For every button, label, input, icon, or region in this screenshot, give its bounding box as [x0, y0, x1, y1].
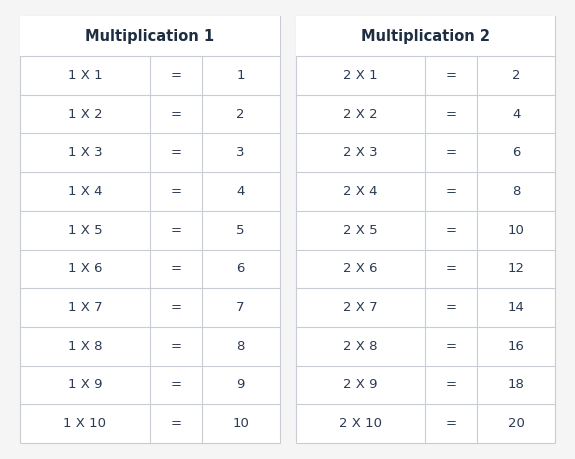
Text: 18: 18: [508, 379, 524, 392]
Text: 20: 20: [508, 417, 524, 430]
Text: 4: 4: [512, 107, 520, 121]
Text: 1 X 9: 1 X 9: [68, 379, 102, 392]
Text: 16: 16: [508, 340, 524, 353]
Text: 10: 10: [232, 417, 249, 430]
Text: 8: 8: [236, 340, 245, 353]
Text: =: =: [446, 340, 457, 353]
Text: =: =: [170, 417, 181, 430]
Text: =: =: [446, 379, 457, 392]
Text: 2 X 9: 2 X 9: [343, 379, 378, 392]
Text: 2 X 5: 2 X 5: [343, 224, 378, 237]
Text: 2 X 4: 2 X 4: [343, 185, 378, 198]
Text: =: =: [170, 340, 181, 353]
Text: =: =: [170, 146, 181, 159]
Text: 1 X 6: 1 X 6: [68, 263, 102, 275]
Text: 6: 6: [236, 263, 245, 275]
Text: =: =: [170, 263, 181, 275]
Text: =: =: [446, 146, 457, 159]
Text: 3: 3: [236, 146, 245, 159]
Text: 9: 9: [236, 379, 245, 392]
Text: 2 X 7: 2 X 7: [343, 301, 378, 314]
Text: =: =: [170, 379, 181, 392]
Text: 2 X 3: 2 X 3: [343, 146, 378, 159]
Text: =: =: [446, 185, 457, 198]
Text: 2 X 2: 2 X 2: [343, 107, 378, 121]
Text: =: =: [446, 263, 457, 275]
Text: 5: 5: [236, 224, 245, 237]
Text: 2 X 8: 2 X 8: [343, 340, 378, 353]
Bar: [20, 16, 279, 56]
Text: 1 X 8: 1 X 8: [68, 340, 102, 353]
Text: 4: 4: [236, 185, 245, 198]
Text: =: =: [170, 69, 181, 82]
Text: =: =: [170, 301, 181, 314]
Text: 1 X 10: 1 X 10: [63, 417, 106, 430]
Text: =: =: [446, 107, 457, 121]
Text: =: =: [446, 301, 457, 314]
Text: =: =: [170, 224, 181, 237]
Text: 1 X 1: 1 X 1: [68, 69, 102, 82]
Text: =: =: [170, 107, 181, 121]
Text: Multiplication 2: Multiplication 2: [361, 28, 490, 44]
Text: 8: 8: [512, 185, 520, 198]
Text: 1: 1: [236, 69, 245, 82]
Text: Multiplication 1: Multiplication 1: [85, 28, 214, 44]
Text: 2 X 10: 2 X 10: [339, 417, 382, 430]
Text: 1 X 4: 1 X 4: [68, 185, 102, 198]
Text: 1 X 5: 1 X 5: [68, 224, 102, 237]
Text: 14: 14: [508, 301, 524, 314]
Text: 10: 10: [508, 224, 524, 237]
Bar: [296, 16, 555, 443]
Text: 2 X 1: 2 X 1: [343, 69, 378, 82]
Text: 6: 6: [512, 146, 520, 159]
Bar: [20, 16, 279, 443]
Text: 2: 2: [236, 107, 245, 121]
Text: =: =: [446, 417, 457, 430]
Bar: [296, 16, 555, 56]
Text: =: =: [446, 69, 457, 82]
Text: 1 X 7: 1 X 7: [68, 301, 102, 314]
Text: =: =: [170, 185, 181, 198]
Text: 1 X 2: 1 X 2: [68, 107, 102, 121]
Text: =: =: [446, 224, 457, 237]
Text: 12: 12: [508, 263, 524, 275]
Text: 2: 2: [512, 69, 520, 82]
Text: 1 X 3: 1 X 3: [68, 146, 102, 159]
Text: 2 X 6: 2 X 6: [343, 263, 378, 275]
Text: 7: 7: [236, 301, 245, 314]
